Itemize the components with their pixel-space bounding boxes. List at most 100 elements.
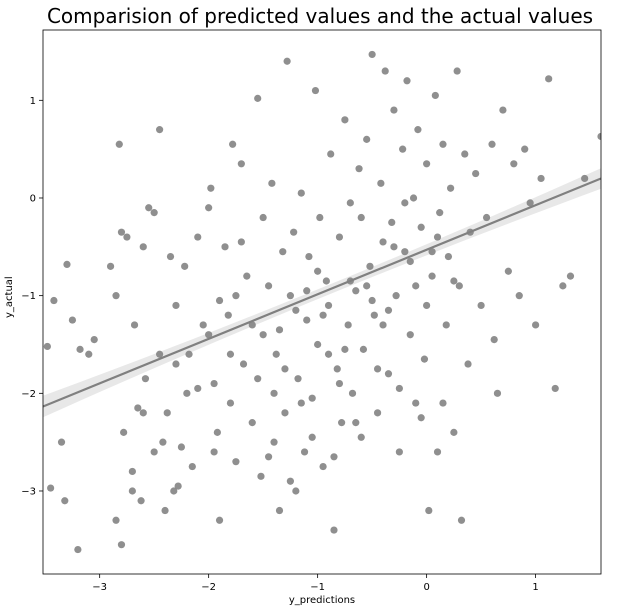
data-point — [183, 389, 191, 397]
data-point — [275, 506, 284, 515]
data-point — [128, 467, 136, 476]
data-point — [545, 75, 553, 83]
data-point — [141, 375, 150, 383]
data-point — [366, 262, 374, 270]
data-point — [63, 260, 71, 268]
data-point — [205, 204, 213, 212]
data-point — [431, 91, 439, 100]
data-point — [254, 375, 262, 383]
data-point — [490, 336, 498, 344]
data-point — [417, 414, 425, 422]
data-point — [433, 233, 442, 241]
data-point — [379, 321, 387, 329]
data-point — [521, 145, 529, 153]
data-point — [215, 296, 224, 305]
data-point — [297, 189, 305, 197]
data-point — [50, 296, 58, 305]
data-point — [581, 174, 589, 183]
x-tick-label: −1 — [310, 582, 325, 593]
data-point — [414, 126, 422, 134]
data-point — [324, 301, 333, 310]
data-point — [423, 160, 431, 168]
data-point — [357, 433, 365, 441]
data-point — [439, 399, 447, 407]
data-point — [137, 497, 145, 505]
data-point — [359, 345, 368, 353]
data-point — [117, 541, 126, 549]
data-point — [134, 404, 142, 412]
data-point — [254, 94, 262, 102]
data-point — [229, 140, 237, 148]
data-point — [384, 306, 393, 314]
data-point — [297, 399, 305, 407]
data-point — [74, 545, 82, 554]
data-point — [268, 179, 276, 187]
data-point — [215, 516, 224, 524]
data-point — [319, 462, 327, 471]
data-point — [363, 135, 371, 143]
data-point — [281, 365, 289, 373]
x-tick-label: −3 — [92, 582, 107, 593]
data-point — [156, 126, 164, 134]
data-point — [357, 213, 365, 222]
data-point — [390, 243, 398, 251]
data-point — [248, 419, 256, 427]
data-point — [388, 218, 396, 227]
data-point — [406, 331, 414, 339]
data-point — [384, 370, 393, 378]
data-point — [327, 150, 335, 158]
data-point — [412, 399, 420, 407]
data-point — [399, 145, 407, 153]
data-point — [311, 86, 320, 95]
data-point — [442, 321, 450, 329]
data-point — [303, 316, 311, 324]
data-point — [551, 384, 559, 393]
data-point — [444, 252, 453, 261]
data-point — [161, 506, 169, 515]
data-point — [199, 321, 207, 329]
data-point — [210, 379, 218, 388]
data-point — [461, 150, 469, 158]
data-point — [232, 458, 240, 466]
y-tick-label: −1 — [21, 291, 36, 302]
data-point — [363, 282, 371, 290]
data-point — [390, 106, 398, 114]
data-point — [322, 277, 330, 285]
data-point — [283, 57, 291, 65]
data-point — [290, 228, 298, 236]
plot-frame — [42, 29, 602, 575]
data-point — [213, 428, 221, 436]
data-point — [450, 428, 458, 436]
data-point — [597, 132, 601, 141]
data-point — [159, 438, 167, 446]
data-point — [377, 179, 385, 187]
data-point — [270, 438, 278, 446]
data-point — [156, 350, 164, 358]
data-point — [286, 292, 294, 300]
data-point — [447, 184, 455, 192]
data-point — [333, 365, 341, 373]
data-point — [477, 301, 485, 310]
data-point — [145, 204, 153, 212]
data-point — [272, 350, 280, 358]
data-point — [170, 487, 178, 495]
data-point — [526, 199, 534, 207]
data-point — [130, 321, 139, 329]
data-point — [450, 277, 458, 285]
data-point — [139, 409, 147, 417]
data-point — [352, 287, 360, 295]
data-point — [355, 165, 363, 173]
data-point — [292, 306, 300, 314]
data-point — [239, 360, 248, 368]
data-point — [237, 160, 245, 168]
data-point — [275, 326, 284, 334]
data-point — [423, 301, 431, 310]
data-point — [428, 248, 436, 256]
data-point — [305, 252, 313, 261]
regression-line — [43, 177, 601, 408]
data-point — [395, 448, 403, 456]
data-point — [510, 160, 518, 168]
data-point — [559, 282, 567, 290]
data-point — [493, 389, 502, 397]
